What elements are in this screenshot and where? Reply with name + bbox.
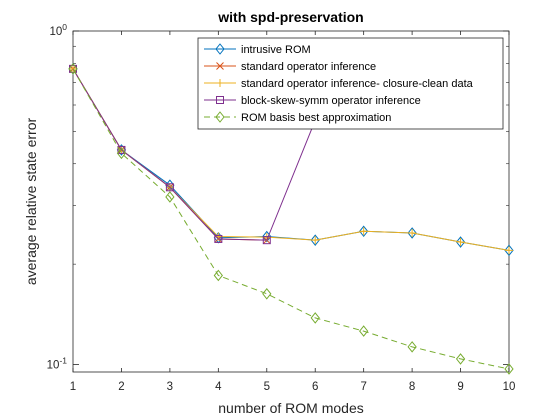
data-point	[68, 63, 78, 75]
data-point	[359, 225, 369, 238]
legend-item: block-skew-symm operator inference	[204, 95, 421, 107]
data-point	[117, 145, 126, 154]
x-tick-label: 1	[70, 381, 76, 393]
legend-marker	[216, 96, 224, 104]
data-point	[407, 341, 417, 353]
data-point	[165, 191, 175, 203]
data-point	[504, 244, 514, 257]
data-point	[408, 228, 417, 237]
y-axis-label: average relative state error	[23, 118, 39, 286]
y-tick-label: 100	[49, 22, 67, 38]
x-tick-label: 9	[457, 381, 463, 393]
data-point	[165, 183, 174, 192]
legend-label: standard operator inference- closure-cle…	[241, 78, 474, 90]
series-5	[68, 63, 514, 375]
y-tick-exponent: 0	[62, 22, 67, 32]
y-tick-exponent: -1	[59, 356, 67, 366]
data-point	[262, 236, 271, 245]
y-tick-base: 10	[47, 360, 60, 372]
data-point	[455, 236, 466, 248]
data-point	[455, 353, 466, 365]
x-tick-label: 8	[409, 381, 415, 393]
legend-item: standard operator inference- closure-cle…	[204, 78, 474, 90]
legend-label: ROM basis best approximation	[241, 112, 391, 124]
x-tick-label: 7	[360, 381, 366, 393]
legend-marker	[215, 43, 225, 55]
legend-marker	[216, 62, 224, 70]
data-point	[213, 269, 223, 282]
x-tick-label: 10	[503, 381, 516, 393]
x-tick-label: 2	[118, 381, 124, 393]
legend-marker	[215, 111, 225, 123]
legend-item: ROM basis best approximation	[204, 111, 391, 124]
data-point	[505, 246, 513, 255]
x-axis: 1 2 3 4 5 6 7 8 9 10	[70, 31, 516, 393]
data-point	[359, 227, 368, 236]
legend-box	[197, 37, 504, 130]
legend-marker	[216, 79, 224, 87]
legend-item: intrusive ROM	[204, 43, 311, 56]
data-point	[456, 238, 465, 247]
x-tick-label: 3	[167, 381, 173, 393]
x-tick-label: 4	[215, 381, 222, 393]
x-tick-label: 6	[312, 381, 318, 393]
y-tick-base: 10	[49, 26, 62, 38]
data-point	[262, 287, 272, 300]
legend: intrusive ROM standard operator inference…	[197, 37, 504, 130]
x-axis-label: number of ROM modes	[218, 400, 364, 416]
data-point	[359, 325, 369, 337]
legend-item: standard operator inference	[204, 61, 376, 73]
data-point	[504, 363, 514, 375]
legend-label: standard operator inference	[241, 61, 376, 73]
y-tick-label: 10-1	[47, 356, 68, 372]
x-tick-label: 5	[264, 381, 270, 393]
series-layer	[68, 63, 514, 375]
data-point	[407, 227, 417, 239]
series-line	[72, 68, 316, 241]
data-point	[310, 234, 320, 246]
legend-label: block-skew-symm operator inference	[241, 95, 421, 107]
legend-label: intrusive ROM	[241, 44, 311, 56]
series-line	[72, 68, 510, 370]
data-point	[311, 236, 320, 245]
chart-title: with spd-preservation	[217, 9, 363, 25]
data-point	[69, 64, 77, 73]
data-point	[116, 147, 127, 160]
data-point	[214, 234, 223, 243]
data-point	[310, 312, 320, 324]
